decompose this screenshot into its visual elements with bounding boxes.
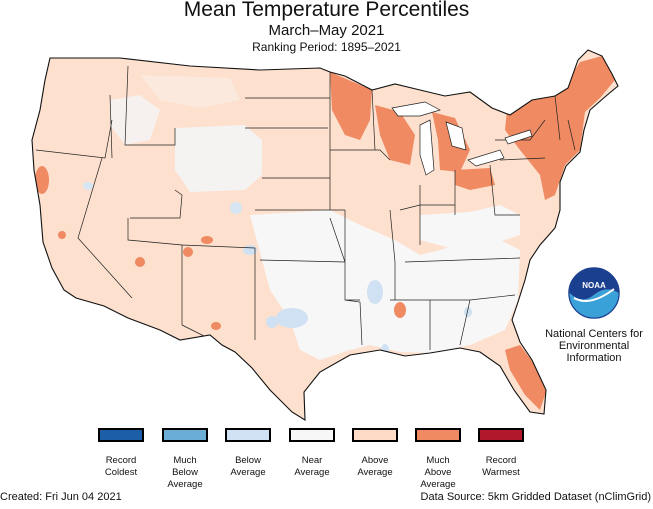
ranking-period: Ranking Period: 1895–2021 (252, 40, 401, 54)
legend-swatch-below (225, 428, 271, 442)
data-source: Data Source: 5km Gridded Dataset (nClimG… (420, 491, 651, 503)
near-average-kentucky (420, 205, 520, 248)
legend-label-above: Above Average (357, 455, 393, 478)
legend-label-much-below: Much Below Average (167, 455, 203, 490)
below-average-patch (367, 280, 383, 304)
much-above-california (35, 166, 49, 194)
much-above-minnesota (330, 72, 372, 140)
noaa-logo-text: NOAA (582, 281, 606, 290)
legend-label-near: Near Average (294, 455, 330, 478)
much-above-wisconsin (375, 105, 415, 165)
great-lakes (391, 101, 533, 176)
below-average-patch (464, 307, 472, 317)
legend-swatch-near (289, 428, 335, 442)
legend-swatch-much-above (415, 428, 461, 442)
map-title: Mean Temperature Percentiles (183, 0, 470, 21)
below-average-patch (276, 308, 308, 328)
much-above-ohio (455, 168, 495, 190)
below-average-patch (230, 202, 242, 214)
near-average-idaho (110, 95, 160, 145)
legend-label-below: Below Average (230, 455, 266, 478)
map-subtitle: March–May 2021 (268, 22, 385, 39)
legend-label-much-above: Much Above Average (420, 455, 456, 490)
legend-swatch-record-coldest (98, 428, 144, 442)
legend-label-record-coldest: Record Coldest (104, 455, 138, 478)
much-above-northeast (505, 56, 615, 200)
organization-name: National Centers for Environmental Informa… (545, 328, 643, 364)
much-above-patch (135, 257, 145, 267)
much-above-patch (201, 236, 213, 244)
light-montana (140, 75, 240, 108)
much-above-florida (505, 345, 546, 410)
legend-label-record-warmest: Record Warmest (482, 455, 520, 478)
much-above-patch (394, 302, 406, 318)
created-date: Created: Fri Jun 04 2021 (0, 491, 122, 503)
state-boundaries (35, 65, 576, 350)
legend-swatch-much-below (162, 428, 208, 442)
below-average-patch (83, 182, 93, 190)
much-above-patch (211, 322, 221, 330)
legend-swatch-above (352, 428, 398, 442)
much-above-patch (58, 231, 66, 239)
noaa-logo: NOAA (568, 267, 620, 319)
much-above-patch (183, 247, 193, 257)
below-average-patch (266, 316, 278, 328)
legend-swatch-record-warmest (478, 428, 524, 442)
near-average-wyoming (175, 125, 262, 192)
